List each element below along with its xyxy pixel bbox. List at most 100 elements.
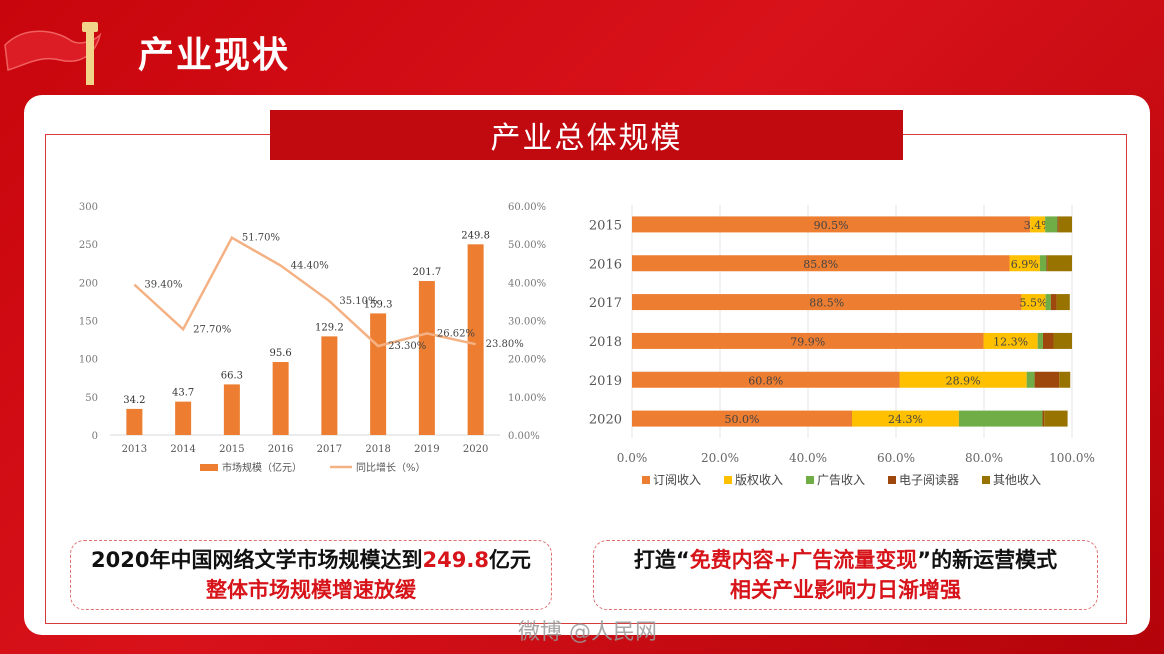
x-tick-label: 60.0% bbox=[877, 451, 915, 465]
legend-label: 电子阅读器 bbox=[899, 473, 959, 487]
stack-segment bbox=[632, 332, 984, 349]
stack-segment bbox=[1050, 294, 1057, 311]
stack-segment bbox=[1034, 371, 1060, 388]
y2-tick-label: 50.00% bbox=[508, 240, 546, 251]
stack-segment bbox=[1057, 216, 1059, 233]
content-panel bbox=[24, 95, 1150, 635]
stack-segment bbox=[1021, 294, 1046, 311]
segment-value-label: 90.5% bbox=[814, 219, 849, 232]
stack-segment bbox=[1058, 216, 1072, 233]
bar-value-label: 159.3 bbox=[364, 299, 393, 310]
bar-value-label: 66.3 bbox=[221, 370, 243, 381]
line-value-label: 51.70% bbox=[242, 233, 280, 244]
stack-segment bbox=[1059, 371, 1071, 388]
bar-value-label: 201.7 bbox=[413, 267, 442, 278]
stack-segment bbox=[1047, 255, 1072, 272]
bar bbox=[272, 362, 289, 435]
section-title: 产业总体规模 bbox=[270, 110, 903, 160]
y2-tick-label: 40.00% bbox=[508, 278, 546, 289]
revenue-structure-chart: 0.0% 20.0% 40.0% 60.0% 80.0% 100.0% 2015 90.5% 3… bbox=[589, 205, 1095, 487]
legend-swatch bbox=[806, 476, 814, 484]
y-tick-label: 2016 bbox=[589, 257, 622, 272]
line-value-label: 23.30% bbox=[388, 341, 426, 352]
x-tick-label: 20.0% bbox=[701, 451, 739, 465]
stack-segment bbox=[1045, 294, 1051, 311]
x-tick-label: 2016 bbox=[268, 444, 293, 455]
y2-tick-label: 60.00% bbox=[508, 202, 546, 213]
x-tick-label: 2014 bbox=[170, 444, 195, 455]
line-value-label: 39.40% bbox=[144, 280, 182, 291]
segment-value-label: 3.4% bbox=[1024, 219, 1052, 232]
x-tick-label: 2013 bbox=[122, 444, 147, 455]
x-tick-label: 100.0% bbox=[1049, 451, 1095, 465]
y-tick-label: 2018 bbox=[589, 335, 622, 350]
x-tick-label: 2017 bbox=[317, 444, 342, 455]
y-tick-label: 150 bbox=[79, 317, 98, 328]
segment-value-label: 5.5% bbox=[1020, 297, 1048, 310]
stack-segment bbox=[1046, 255, 1048, 272]
segment-value-label: 28.9% bbox=[946, 374, 981, 387]
stack-segment bbox=[958, 410, 1043, 427]
segment-value-label: 85.8% bbox=[803, 258, 838, 271]
line-value-label: 23.80% bbox=[486, 339, 524, 350]
legend-swatch bbox=[642, 476, 650, 484]
stack-segment bbox=[1030, 216, 1046, 233]
stack-segment bbox=[1044, 410, 1068, 427]
right-callout-text-a: 打造“ bbox=[633, 548, 690, 572]
segment-value-label: 88.5% bbox=[809, 297, 844, 310]
bar bbox=[370, 313, 387, 435]
red-flag-logo bbox=[4, 22, 102, 85]
bar-value-label: 43.7 bbox=[172, 388, 194, 399]
y-tick-label: 0 bbox=[92, 431, 98, 442]
y-tick-label: 2017 bbox=[589, 296, 622, 311]
legend-swatch-bar bbox=[200, 464, 218, 471]
page-title: 产业现状 bbox=[138, 35, 291, 76]
y-tick-label: 200 bbox=[79, 278, 98, 289]
stack-segment bbox=[1039, 255, 1047, 272]
legend-label: 订阅收入 bbox=[653, 473, 701, 487]
x-tick-label: 2020 bbox=[463, 444, 488, 455]
y2-tick-label: 0.00% bbox=[508, 431, 540, 442]
y2-tick-label: 20.00% bbox=[508, 355, 546, 366]
x-tick-label: 2015 bbox=[219, 444, 244, 455]
line-value-label: 35.10% bbox=[339, 296, 377, 307]
line-value-label: 44.40% bbox=[291, 261, 329, 272]
right-callout-text-c: ”的新运营模式 bbox=[917, 548, 1058, 572]
right-callout-line2: 相关产业影响力日渐增强 bbox=[730, 578, 961, 602]
stack-segment bbox=[632, 410, 852, 427]
stack-segment bbox=[1045, 216, 1058, 233]
line-value-label: 27.70% bbox=[193, 324, 231, 335]
y2-tick-label: 30.00% bbox=[508, 317, 546, 328]
bar bbox=[321, 336, 338, 435]
left-callout-line2: 整体市场规模增速放缓 bbox=[206, 578, 416, 602]
legend-swatch bbox=[982, 476, 990, 484]
bar-value-label: 129.2 bbox=[315, 322, 344, 333]
stack-segment bbox=[852, 410, 959, 427]
bar-value-label: 95.6 bbox=[269, 348, 291, 359]
y-tick-label: 50 bbox=[85, 393, 98, 404]
stack-segment bbox=[1042, 332, 1054, 349]
x-tick-label: 2018 bbox=[365, 444, 390, 455]
legend-label-bar: 市场规模（亿元） bbox=[222, 461, 302, 474]
y2-tick-label: 10.00% bbox=[508, 393, 546, 404]
stack-segment bbox=[1009, 255, 1040, 272]
stack-segment bbox=[899, 371, 1027, 388]
legend-label-line: 同比增长（%） bbox=[356, 461, 426, 474]
segment-value-label: 24.3% bbox=[888, 413, 923, 426]
legend-label: 版权收入 bbox=[735, 473, 783, 487]
stack-segment bbox=[632, 371, 900, 388]
legend-label: 广告收入 bbox=[817, 473, 865, 487]
y-tick-label: 100 bbox=[79, 355, 98, 366]
x-tick-label: 2019 bbox=[414, 444, 439, 455]
right-callout-highlight: 免费内容+广告流量变现 bbox=[689, 548, 918, 572]
segment-value-label: 12.3% bbox=[993, 335, 1028, 348]
stack-segment bbox=[632, 294, 1022, 311]
bar bbox=[467, 244, 484, 435]
y-tick-label: 2020 bbox=[589, 413, 622, 428]
bar-value-label: 34.2 bbox=[123, 395, 145, 406]
legend-swatch bbox=[724, 476, 732, 484]
stack-segment bbox=[1042, 410, 1045, 427]
segment-value-label: 6.9% bbox=[1011, 258, 1039, 271]
x-tick-label: 40.0% bbox=[789, 451, 827, 465]
bar bbox=[126, 408, 143, 435]
